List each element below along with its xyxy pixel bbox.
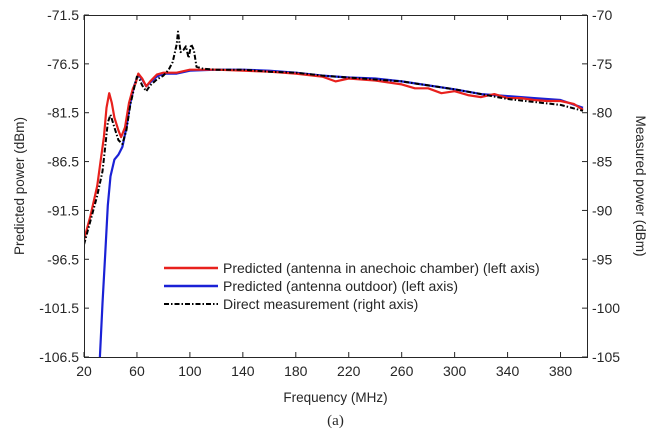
right-tick-label: -70 bbox=[592, 7, 612, 23]
left-axis-ticks: -71.5 -76.5 -81.5 -86.5 -91.5 -96.5 -101.5 -106… bbox=[39, 7, 89, 365]
left-axis-label: Predicted power (dBm) bbox=[12, 117, 27, 255]
left-tick-label: -101.5 bbox=[39, 300, 79, 316]
left-tick-label: -106.5 bbox=[39, 349, 79, 365]
left-tick-label: -81.5 bbox=[47, 105, 79, 121]
plot-frame bbox=[84, 15, 588, 358]
series-line-2 bbox=[84, 30, 584, 245]
left-tick-label: -96.5 bbox=[47, 251, 79, 267]
right-axis-ticks: -70 -75 -80 -85 -90 -95 -100 -105 bbox=[582, 7, 620, 365]
legend-entry: Predicted (antenna in anechoic chamber) … bbox=[223, 260, 540, 276]
right-tick-label: -95 bbox=[592, 251, 612, 267]
x-tick-label: 220 bbox=[337, 363, 361, 379]
legend-entry: Predicted (antenna outdoor) (left axis) bbox=[223, 278, 458, 294]
right-tick-label: -75 bbox=[592, 56, 612, 72]
right-axis-label: Measured power (dBm) bbox=[633, 115, 648, 256]
right-tick-label: -100 bbox=[592, 300, 620, 316]
x-tick-label: 340 bbox=[496, 363, 520, 379]
left-tick-label: -86.5 bbox=[47, 154, 79, 170]
legend: Predicted (antenna in anechoic chamber) … bbox=[164, 260, 540, 312]
series-lines bbox=[84, 30, 584, 357]
right-tick-label: -85 bbox=[592, 154, 612, 170]
left-tick-label: -91.5 bbox=[47, 202, 79, 218]
figure-caption: (a) bbox=[327, 413, 344, 429]
x-tick-label: 60 bbox=[129, 363, 145, 379]
x-tick-label: 180 bbox=[284, 363, 308, 379]
right-tick-label: -80 bbox=[592, 105, 612, 121]
x-axis-label: Frequency (MHz) bbox=[283, 390, 387, 405]
legend-entry: Direct measurement (right axis) bbox=[223, 296, 418, 312]
x-tick-label: 380 bbox=[549, 363, 573, 379]
x-tick-label: 300 bbox=[443, 363, 467, 379]
x-axis-ticks: 20 60 100 140 180 220 260 300 340 380 bbox=[76, 15, 572, 379]
right-tick-label: -90 bbox=[592, 202, 612, 218]
x-tick-label: 100 bbox=[178, 363, 202, 379]
x-tick-label: 20 bbox=[76, 363, 92, 379]
x-tick-label: 140 bbox=[231, 363, 255, 379]
left-tick-label: -71.5 bbox=[47, 7, 79, 23]
x-tick-label: 260 bbox=[390, 363, 414, 379]
right-tick-label: -105 bbox=[592, 349, 620, 365]
left-tick-label: -76.5 bbox=[47, 56, 79, 72]
